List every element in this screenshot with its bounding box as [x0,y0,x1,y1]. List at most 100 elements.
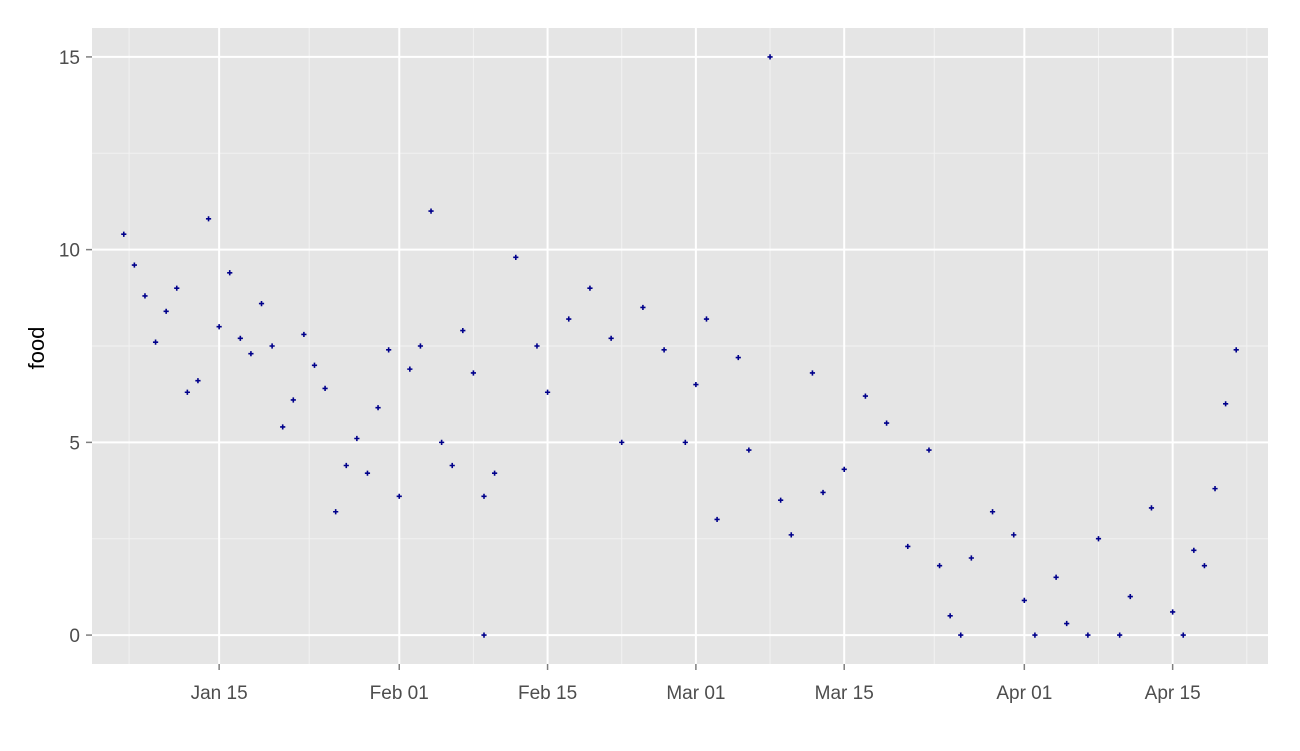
y-tick-label: 0 [69,626,80,647]
data-point [1127,593,1133,600]
data-point [905,543,911,550]
data-point [1212,486,1218,492]
x-tick-label: Mar 01 [666,683,725,704]
data-point [396,493,402,499]
data-point [534,343,540,349]
data-point [1170,609,1176,615]
data-point [1191,547,1197,553]
y-axis: 0 5 10 15 [59,48,92,647]
data-point [619,439,625,445]
data-point [386,347,392,353]
data-point [152,339,159,345]
data-point [343,462,349,469]
data-point [608,335,614,341]
data-point [163,308,169,314]
data-point [417,343,424,349]
data-point [258,301,265,307]
x-axis: Jan 15 Feb 01 Feb 15 Mar 01 Mar 15 Apr 01 Apr … [191,664,1201,704]
data-point [862,393,869,399]
data-point [1117,632,1123,638]
data-point [322,385,328,391]
data-point [640,304,646,311]
major-gridlines [92,28,1268,664]
data-points [121,54,1239,638]
data-point [449,462,455,469]
data-point [947,613,953,619]
data-point [375,405,381,411]
data-point [1095,536,1102,542]
data-point [746,447,752,453]
x-tick-label: Feb 15 [518,683,577,704]
data-point [693,381,699,388]
data-point [280,424,286,430]
data-point [248,351,254,357]
data-point [714,516,720,523]
data-point [301,331,307,338]
data-point [926,447,932,453]
data-point [142,293,148,299]
data-point [407,366,413,372]
x-tick-label: Feb 01 [370,683,429,704]
data-point [1032,632,1038,638]
data-point [354,435,360,442]
data-point [460,327,466,334]
data-point [131,262,137,268]
data-point [1223,401,1229,407]
data-point [1064,620,1070,627]
y-axis-title: food [24,327,49,370]
data-point [1233,347,1239,353]
data-point [481,493,487,499]
data-point [778,497,784,503]
data-point [491,470,498,476]
data-point [1021,597,1027,603]
data-point [989,509,996,515]
data-point [121,231,127,237]
data-point [958,632,964,638]
data-point [1201,563,1208,569]
y-tick-label: 15 [59,48,80,69]
data-point [1011,532,1017,538]
data-point [544,389,551,395]
data-point [439,439,445,445]
data-point [481,632,487,638]
y-tick-label: 5 [69,433,80,454]
data-point [364,470,371,476]
data-point [820,489,826,496]
data-point [661,347,667,353]
data-point [682,439,688,445]
data-point [566,316,572,322]
data-point [1085,632,1091,638]
data-point [936,563,943,569]
data-point [333,509,339,515]
x-tick-label: Apr 15 [1145,683,1201,704]
data-point [216,324,222,330]
data-point [513,254,519,260]
x-tick-label: Jan 15 [191,683,248,704]
data-point [767,54,773,60]
data-point [788,532,794,538]
x-tick-label: Apr 01 [996,683,1052,704]
data-point [968,555,974,561]
data-point [703,316,710,322]
data-point [311,362,318,368]
minor-gridlines [92,28,1268,664]
data-point [883,420,890,426]
data-point [1053,574,1059,580]
data-point [184,389,190,395]
data-point [1148,505,1155,511]
data-point [470,370,477,376]
data-point [587,285,593,291]
data-point [841,466,847,472]
x-tick-label: Mar 15 [815,683,874,704]
data-point [269,343,275,349]
y-tick-label: 10 [59,241,80,262]
data-point [290,397,296,403]
data-point [205,216,212,222]
data-point [174,285,180,291]
data-point [227,270,233,276]
data-point [195,378,201,384]
data-point [237,335,243,341]
data-point [735,354,741,361]
data-point [809,370,816,376]
